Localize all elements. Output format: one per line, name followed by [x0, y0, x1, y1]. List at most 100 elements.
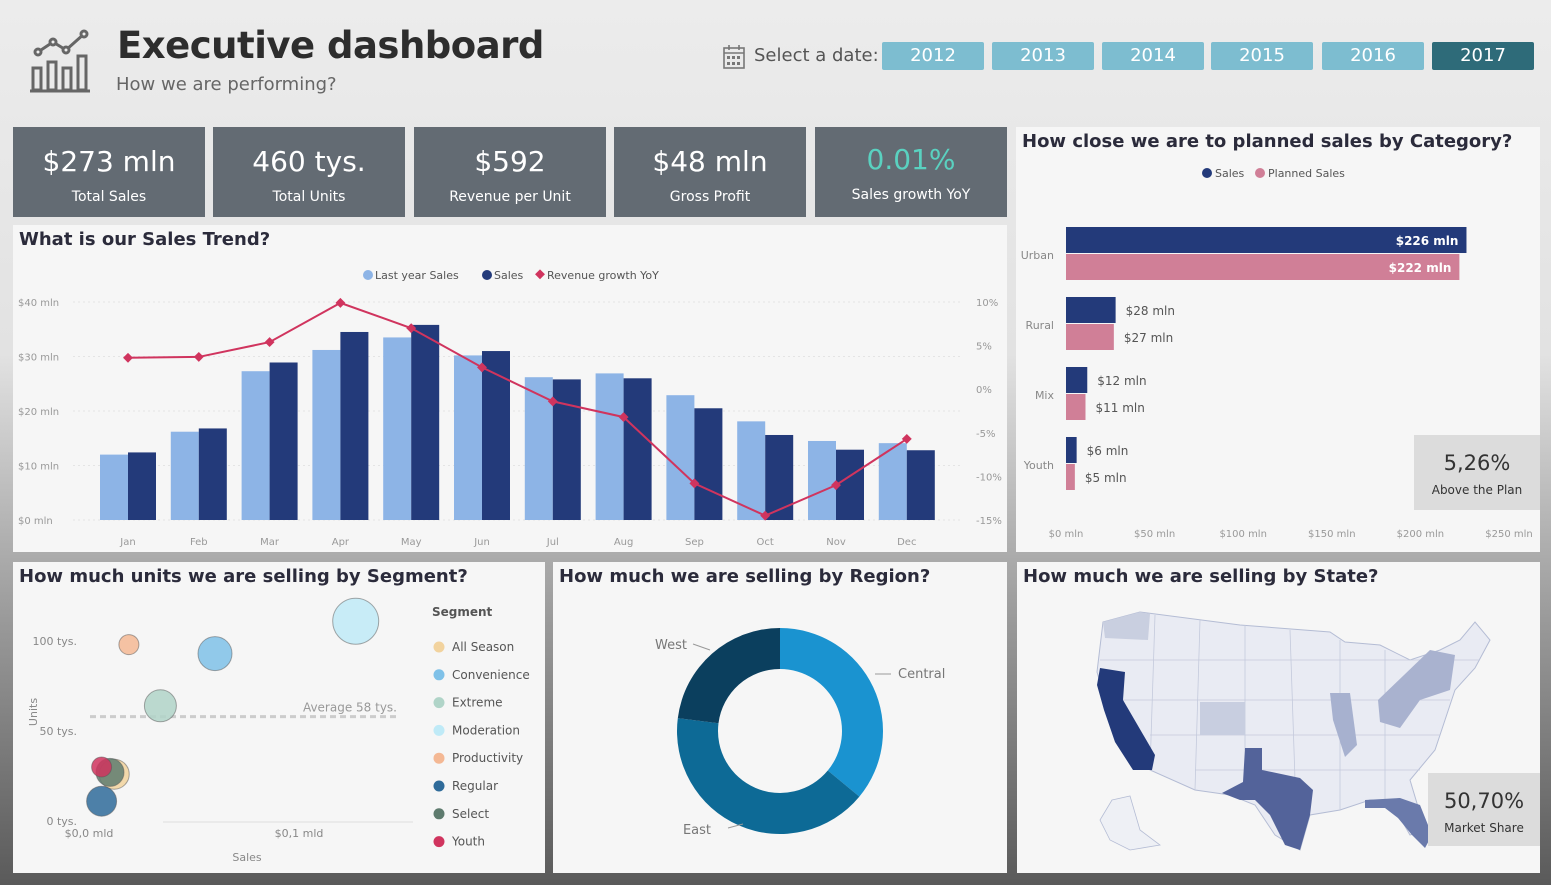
donut-slice-east	[677, 718, 860, 834]
kpi-value: 460 tys.	[252, 145, 366, 178]
state-washington[interactable]	[1103, 612, 1150, 640]
legend-title: Segment	[432, 605, 493, 619]
x-tick-label: Sep	[685, 537, 704, 548]
bubble-productivity	[118, 634, 140, 656]
bar-sales	[198, 428, 227, 520]
region-title: How much we are selling by Region?	[559, 566, 931, 587]
bar-last-year-sales	[524, 377, 553, 520]
bubble-moderation	[332, 597, 380, 645]
calendar-icon	[723, 45, 745, 69]
bar-sales	[340, 331, 369, 520]
kpi-value: $48 mln	[652, 145, 768, 178]
year-button-2012[interactable]: 2012	[882, 42, 984, 70]
bar-last-year-sales	[383, 337, 412, 520]
y-tick-label: $30 mln	[18, 353, 59, 364]
point-revenue-growth	[831, 480, 841, 491]
data-label: $5 mln	[1085, 471, 1127, 485]
state-title: How much we are selling by State?	[1023, 566, 1379, 587]
y-tick-label: 100 tys.	[32, 635, 77, 648]
x-tick-label: Nov	[826, 537, 846, 548]
legend-marker	[433, 641, 445, 653]
category-title: How close we are to planned sales by Cat…	[1022, 131, 1513, 152]
category-label: Mix	[1035, 389, 1055, 402]
legend-label: All Season	[452, 640, 514, 654]
kpi-revenue-per-unit: $592 Revenue per Unit	[414, 127, 606, 217]
bar-sales	[623, 378, 652, 520]
bar-sales	[906, 450, 935, 520]
point-revenue-growth	[618, 412, 629, 423]
x-tick-label: $50 mln	[1134, 529, 1175, 540]
bubble-convenience	[197, 636, 233, 672]
year-button-2017[interactable]: 2017	[1432, 42, 1534, 70]
slice-label: East	[683, 823, 711, 838]
above-plan-card: 5,26% Above the Plan	[1414, 435, 1540, 510]
kpi-label: Revenue per Unit	[449, 189, 571, 205]
x-tick-label: $250 mln	[1485, 529, 1533, 540]
state-northeast[interactable]	[1378, 650, 1455, 728]
kpi-label: Total Sales	[71, 189, 147, 205]
bar-planned-sales	[1066, 464, 1075, 490]
point-revenue-growth	[689, 478, 700, 489]
kpi-label: Sales growth YoY	[851, 187, 971, 203]
y2-tick-label: 10%	[976, 298, 998, 309]
year-button-2014[interactable]: 2014	[1102, 42, 1204, 70]
legend-label: Extreme	[452, 696, 503, 710]
legend-marker	[433, 697, 445, 709]
bar-last-year-sales	[737, 421, 766, 520]
legend-label: Moderation	[452, 723, 520, 737]
y-tick-label: 0 tys.	[46, 815, 77, 828]
data-label: $226 mln	[1396, 234, 1459, 248]
legend-label: Revenue growth YoY	[547, 269, 659, 282]
y-tick-label: 50 tys.	[39, 725, 77, 738]
date-selector-label: Select a date:	[754, 45, 879, 66]
legend-marker	[1255, 168, 1265, 178]
bar-sales	[1066, 367, 1088, 393]
state-texas[interactable]	[1222, 748, 1313, 850]
legend-marker	[433, 780, 445, 792]
year-button-2016[interactable]: 2016	[1322, 42, 1424, 70]
leader-line	[692, 643, 711, 651]
segment-panel: How much units we are selling by Segment…	[13, 562, 545, 873]
bar-planned-sales	[1066, 324, 1114, 350]
legend-marker	[535, 269, 545, 280]
region-chart: Central East West	[655, 628, 945, 838]
category-label: Youth	[1023, 459, 1054, 472]
legend-marker	[363, 270, 373, 280]
kpi-value: $592	[474, 145, 546, 178]
market-share-label: Market Share	[1444, 821, 1524, 835]
state-colorado[interactable]	[1200, 702, 1245, 735]
state-california[interactable]	[1097, 668, 1155, 770]
category-label: Urban	[1021, 249, 1054, 262]
y-tick-label: $20 mln	[18, 407, 59, 418]
bar-sales	[694, 408, 723, 520]
state-illinois[interactable]	[1330, 693, 1357, 757]
x-tick-label: $150 mln	[1308, 529, 1356, 540]
kpi-sales-growth: 0.01% Sales growth YoY	[815, 127, 1007, 217]
x-tick-label: Mar	[260, 537, 280, 548]
bar-sales	[269, 362, 298, 520]
category-label: Rural	[1026, 319, 1054, 332]
y2-tick-label: -15%	[976, 516, 1002, 527]
x-tick-label: Dec	[897, 537, 916, 548]
legend-label: Planned Sales	[1268, 167, 1345, 180]
year-button-2013[interactable]: 2013	[992, 42, 1094, 70]
x-tick-label: $200 mln	[1397, 529, 1445, 540]
legend-label: Sales	[1215, 167, 1245, 180]
y-axis-title: Units	[27, 698, 40, 726]
y2-tick-label: 0%	[976, 385, 992, 396]
sales-trend-chart: $0 mln $10 mln $20 mln $30 mln $40 mln -15% -1…	[18, 269, 1002, 548]
kpi-value: 0.01%	[866, 143, 956, 176]
point-revenue-growth	[901, 433, 912, 444]
category-chart: Sales Planned Sales Urban $226 mln $222 mln R…	[1021, 167, 1533, 540]
data-label: $12 mln	[1097, 374, 1146, 388]
x-tick-label: $0,1 mld	[275, 827, 324, 840]
above-plan-label: Above the Plan	[1431, 483, 1523, 497]
year-button-2015[interactable]: 2015	[1211, 42, 1313, 70]
slice-label: Central	[898, 667, 945, 682]
y2-tick-label: -10%	[976, 472, 1002, 483]
bar-last-year-sales	[666, 395, 695, 520]
x-axis-title: Sales	[232, 851, 262, 864]
market-share-card: 50,70% Market Share	[1428, 773, 1540, 846]
state-florida[interactable]	[1365, 798, 1432, 848]
